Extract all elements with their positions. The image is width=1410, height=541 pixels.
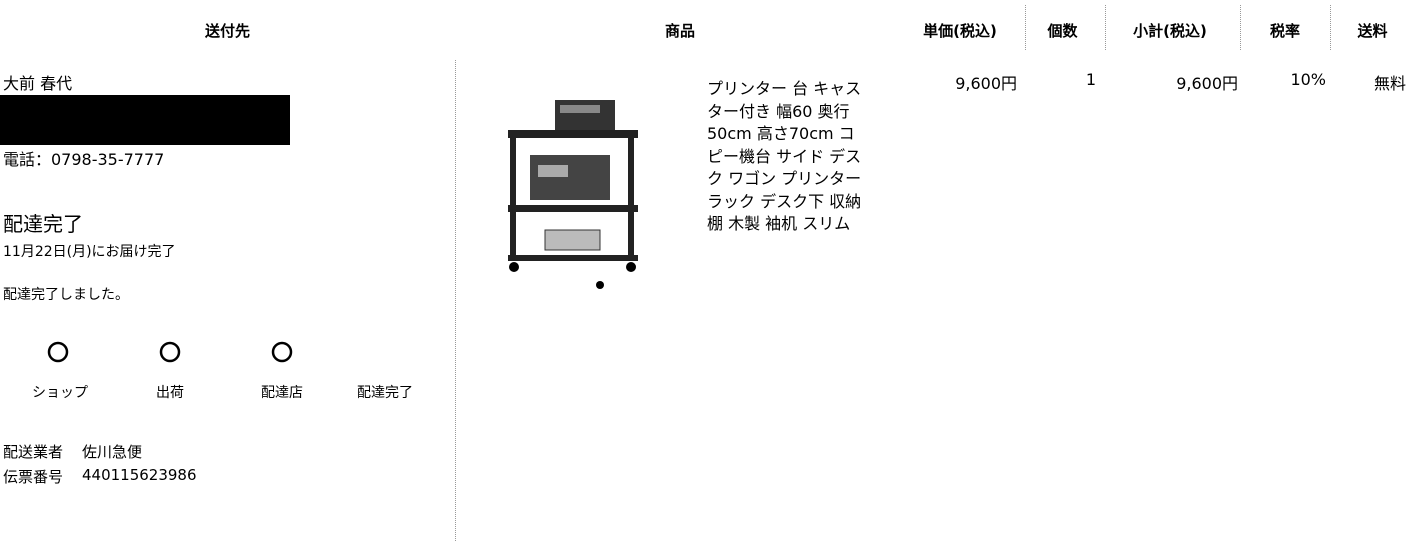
shelf [508,255,638,261]
delivery-date: 11月22日(月)にお届け完了 [3,244,176,260]
subtotal: 9,600円 [1176,74,1238,93]
printer [555,100,615,130]
header-shipping: 送料 [1357,22,1388,40]
step-circle [159,341,181,363]
step-label: ショップ [32,385,88,401]
header-product: 商品 [664,22,695,40]
caster [626,262,636,272]
header-subtotal: 小計(税込) [1133,22,1207,40]
divider [1330,5,1331,50]
header-unit-price: 単価(税込) [923,22,997,40]
carrier-label: 配送業者 [3,443,64,461]
leg [628,138,634,260]
step-label: 出荷 [156,385,184,401]
printer-tray [560,105,600,113]
box [544,229,601,251]
divider [1105,5,1106,50]
step-label: 配達店 [261,385,303,401]
carrier: 佐川急便 [82,443,143,461]
step-label: 配達完了 [357,385,413,401]
device-panel [538,165,568,177]
delivery-status: 配達完了 [3,212,83,236]
quantity: 1 [1085,70,1096,89]
divider [1240,5,1241,50]
tracking-number: 440115623986 [82,466,197,484]
delivery-message: 配達完了しました。 [3,287,129,303]
step-circle [47,341,69,363]
step-circle [271,341,293,363]
recipient-name: 大前 春代 [3,74,73,93]
leg [510,138,516,260]
caster [596,281,604,289]
divider [455,60,456,541]
device [530,155,610,200]
header-recipient: 送付先 [204,22,250,40]
product-name[interactable]: プリンター 台 キャスター付き 幅60 奥行50cm 高さ70cm コピー機台 … [707,79,862,233]
shipping: 無料 [1373,74,1406,93]
redacted-address [0,95,290,145]
recipient-phone: 電話：0798-35-7777 [3,150,165,169]
divider [1025,5,1026,50]
product-image [508,100,638,289]
shelf [508,205,638,212]
unit-price: 9,600円 [955,74,1017,93]
header-tax-rate: 税率 [1269,22,1300,40]
tracking-label: 伝票番号 [3,468,64,486]
progress-icons [47,341,293,363]
caster [509,262,519,272]
shelf [508,130,638,138]
header-quantity: 個数 [1047,22,1078,40]
tax-rate: 10% [1290,70,1326,89]
